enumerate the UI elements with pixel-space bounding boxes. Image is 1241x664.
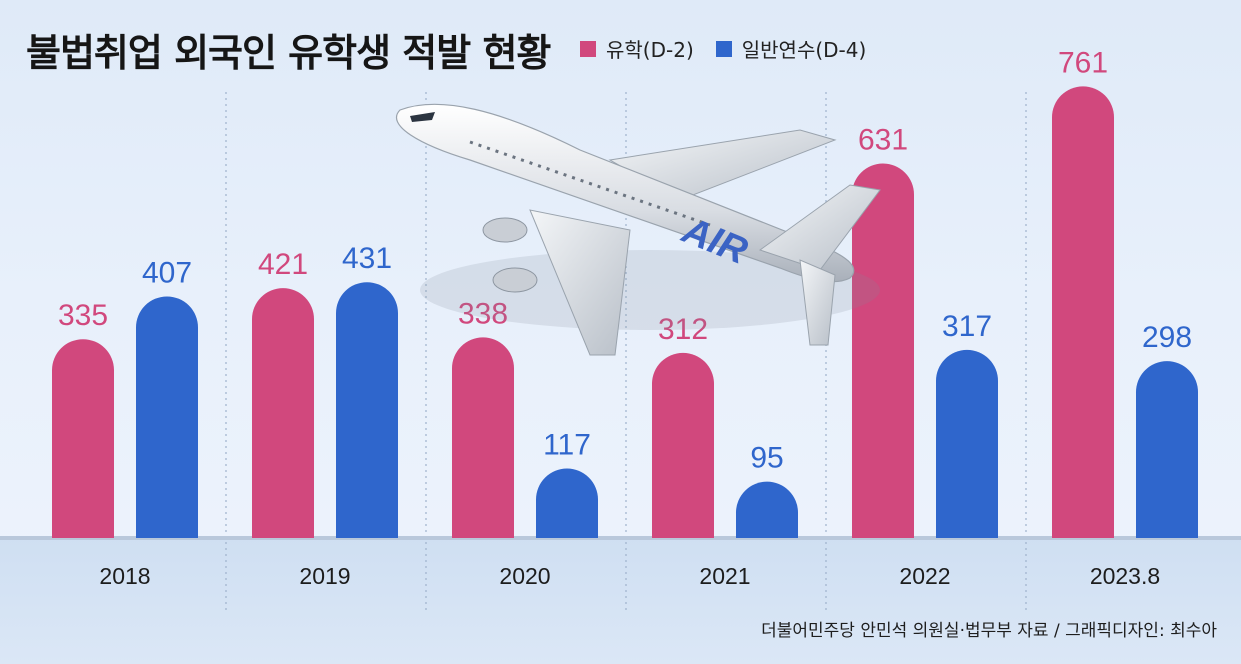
value-label-d2-2022: 631 — [858, 124, 908, 157]
legend-label-d4: 일반연수(D-4) — [741, 38, 867, 62]
value-label-d2-2019: 421 — [258, 248, 308, 281]
legend-swatch-blue — [715, 40, 732, 57]
legend-item-d2: 유학(D-2) — [580, 34, 694, 63]
category-label-2023.8: 2023.8 — [1090, 563, 1160, 589]
value-label-d4-2018: 407 — [142, 256, 192, 289]
value-label-d4-2020: 117 — [543, 429, 591, 462]
bar-d2-2018 — [52, 339, 114, 538]
bar-d4-2020 — [536, 468, 598, 538]
bar-d2-2019 — [252, 288, 314, 538]
value-label-d4-2023.8: 298 — [1142, 321, 1192, 354]
category-label-2019: 2019 — [299, 563, 350, 589]
value-label-d2-2018: 335 — [58, 299, 108, 332]
legend: 유학(D-2) 일반연수(D-4) — [580, 34, 866, 63]
legend-swatch-pink — [580, 40, 596, 57]
bar-d2-2023.8 — [1052, 86, 1114, 538]
bar-d2-2021 — [652, 352, 714, 538]
legend-label-d2: 유학(D-2) — [606, 38, 694, 62]
category-label-2021: 2021 — [699, 563, 750, 589]
value-label-d4-2019: 431 — [342, 242, 392, 275]
value-label-d4-2022: 317 — [942, 310, 992, 343]
bar-d4-2023.8 — [1136, 361, 1198, 538]
category-axis-band — [0, 538, 1241, 664]
category-label-2018: 2018 — [99, 563, 150, 589]
category-label-2022: 2022 — [899, 563, 950, 589]
legend-item-d4: 일반연수(D-4) — [715, 34, 867, 63]
bar-d4-2018 — [136, 296, 198, 538]
category-label-2020: 2020 — [499, 563, 550, 589]
source-note: 더불어민주당 안민석 의원실·법무부 자료 / 그래픽디자인: 최수아 — [761, 621, 1217, 641]
bar-d4-2021 — [736, 481, 798, 538]
airplane-illustration: AIR — [395, 103, 881, 356]
chart-title: 불법취업 외국인 유학생 적발 현황 — [26, 31, 551, 75]
value-label-d4-2021: 95 — [750, 442, 783, 475]
baseline — [0, 536, 1241, 540]
bar-d4-2019 — [336, 282, 398, 538]
value-label-d2-2020: 338 — [458, 297, 508, 330]
bar-d2-2022 — [852, 163, 914, 539]
bar-d2-2020 — [452, 337, 514, 538]
value-label-d2-2023.8: 761 — [1058, 46, 1108, 79]
value-label-d2-2021: 312 — [658, 313, 708, 346]
bar-d4-2022 — [936, 349, 998, 538]
